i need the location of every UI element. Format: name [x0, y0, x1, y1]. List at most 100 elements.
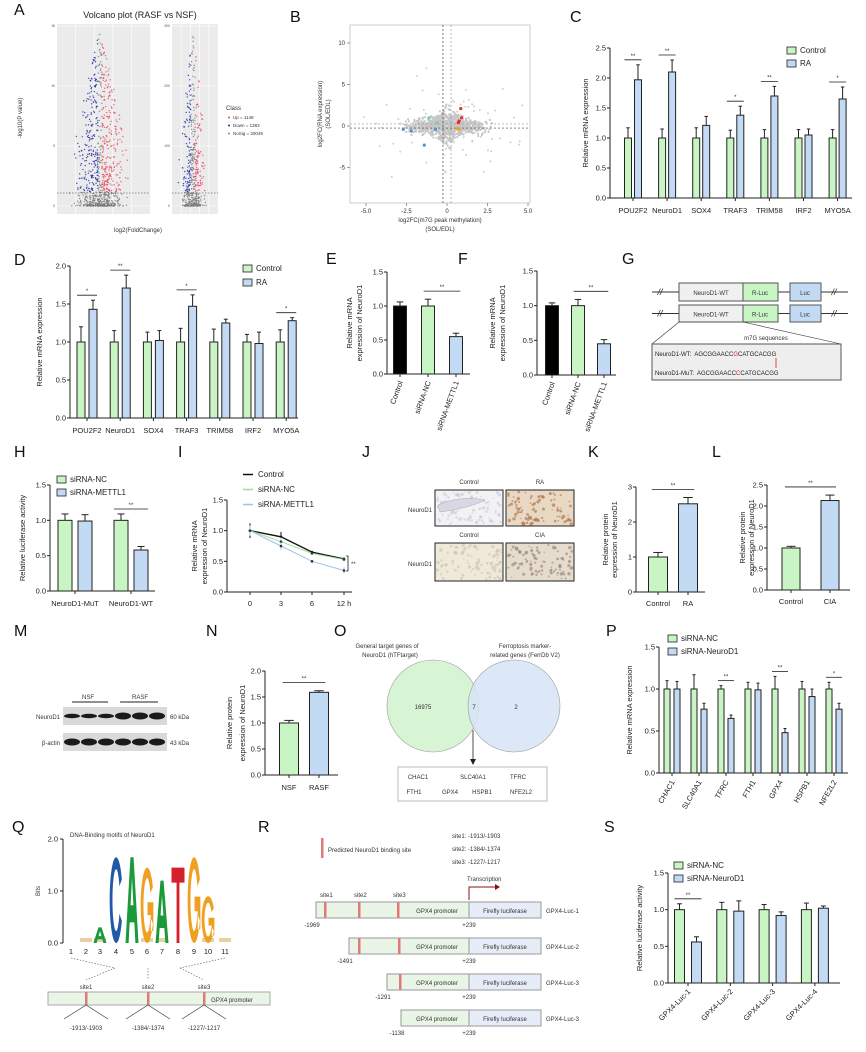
volcano-point: [105, 71, 107, 73]
volcano-point: [97, 124, 99, 127]
tissue-texture: [445, 494, 448, 497]
volcano-point: [97, 187, 99, 190]
volcano-point: [98, 119, 101, 122]
construct-name: GPX4-Luc-1: [546, 909, 580, 915]
volcano-point: [197, 105, 200, 108]
volcano-point: [201, 114, 203, 116]
scatter-point: [421, 133, 424, 136]
bar: [113, 519, 129, 592]
volcano-point: [188, 193, 190, 195]
binding-site-marker: [85, 992, 88, 1005]
scatter-point: [439, 134, 443, 137]
scatter-point: [413, 118, 416, 121]
scatter-point: [489, 160, 492, 163]
data-point: [310, 552, 314, 555]
volcano-point: [195, 161, 197, 163]
tissue-texture: [553, 493, 556, 496]
volcano-point: [104, 170, 106, 172]
y-axis-label: Relative protein: [601, 513, 610, 565]
volcano-point: [80, 199, 82, 202]
tissue-texture: [489, 573, 492, 576]
volcano-point: [188, 111, 191, 113]
panel-label-R: R: [258, 819, 270, 836]
tissue-texture: [524, 491, 527, 494]
volcano-point: [101, 65, 104, 67]
volcano-point: [92, 201, 94, 204]
scatter-point: [404, 120, 407, 123]
volcano-point: [86, 135, 89, 138]
column-label: RA: [536, 480, 544, 486]
volcano-point: [192, 166, 194, 169]
binding-site-marker: [324, 902, 327, 918]
x-tick-label: TRIM58: [756, 206, 783, 215]
volcano-point: [102, 145, 104, 148]
volcano-point: [190, 94, 193, 96]
x-tick-label: 0: [248, 599, 252, 608]
volcano-point: [107, 181, 109, 184]
volcano-point: [121, 141, 123, 143]
tissue-texture: [556, 574, 558, 576]
seq-pre: AGCGGAACC: [697, 371, 737, 377]
x-tick-label: siRNA-NC: [413, 379, 433, 415]
volcano-point: [100, 154, 102, 156]
volcano-point: [98, 49, 101, 51]
volcano-point: [113, 99, 116, 101]
y-tick-label: 1.5: [213, 496, 223, 505]
tissue-texture: [453, 568, 455, 570]
volcano-point: [78, 204, 81, 207]
tissue-section: [437, 498, 486, 513]
volcano-point: [119, 203, 121, 206]
volcano-point: [199, 184, 202, 187]
volcano-point: [197, 189, 199, 192]
volcano-point: [88, 137, 91, 139]
volcano-point: [182, 184, 185, 187]
site-range: -1384/-1374: [132, 1026, 165, 1032]
volcano-point: [78, 173, 81, 175]
position-label: 2: [84, 947, 88, 956]
scatter-point: [471, 132, 474, 135]
rluc-label: R-Luc: [752, 313, 768, 319]
volcano-point: [81, 136, 84, 138]
volcano-point: [90, 103, 93, 105]
zoom-line: [651, 321, 680, 345]
tissue-texture: [539, 495, 541, 497]
volcano-point: [187, 106, 190, 109]
tissue-texture: [441, 548, 443, 550]
scatter-point: [452, 141, 455, 144]
break-mark: //: [830, 287, 838, 297]
volcano-point: [103, 198, 106, 201]
site-pointer: [181, 1004, 227, 1020]
legend-swatch: [56, 488, 67, 497]
significance-label: *: [836, 76, 839, 82]
volcano-point: [108, 156, 111, 159]
control-cia-image: [434, 542, 504, 582]
volcano-point: [103, 137, 105, 139]
scatter-point: [425, 67, 428, 70]
legend-swatch: [242, 264, 253, 273]
volcano-point: [104, 175, 106, 178]
volcano-point: [101, 71, 103, 73]
highlight-point: [435, 121, 439, 125]
volcano-point: [192, 172, 195, 175]
position-label: 6: [145, 947, 149, 956]
volcano-point: [111, 107, 113, 109]
volcano-point: [89, 201, 92, 203]
y-tick-label: 0.0: [523, 371, 533, 380]
tissue-texture: [535, 549, 539, 552]
volcano-point: [190, 60, 193, 63]
tissue-texture: [537, 520, 540, 522]
volcano-point: [188, 165, 191, 167]
volcano-point: [186, 118, 188, 120]
break-mark: //: [656, 287, 664, 297]
tissue-texture: [456, 510, 459, 512]
volcano-point: [91, 169, 94, 171]
y-tick-label: 0.5: [523, 336, 533, 345]
scatter-point: [435, 116, 438, 119]
sequence-box: [651, 343, 842, 381]
volcano-point: [187, 166, 189, 168]
scatter-point: [467, 98, 470, 101]
volcano-point: [199, 170, 201, 173]
tissue-texture: [489, 572, 491, 574]
logo-letter-A: [93, 927, 107, 943]
